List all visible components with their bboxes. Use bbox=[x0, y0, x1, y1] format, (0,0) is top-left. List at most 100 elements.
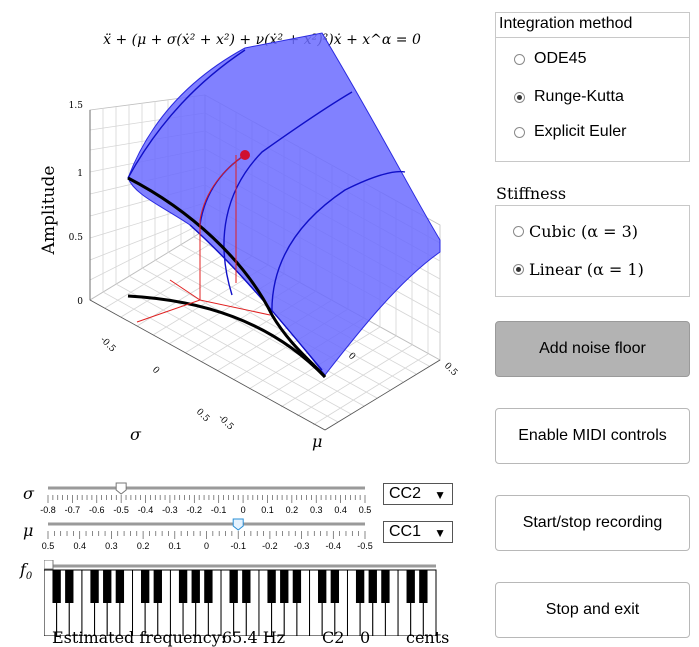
mu-cc-select[interactable]: CC1 ▼ bbox=[383, 521, 453, 543]
slider-thumb[interactable] bbox=[232, 518, 244, 531]
sigma-slider[interactable]: -0.8 -0.7 -0.6 -0.5 -0.4 -0.3 -0.2 -0.1 0 0.1 0.2 0… bbox=[40, 482, 375, 522]
stiffness-title: Stiffness bbox=[496, 184, 567, 203]
z-axis-label: Amplitude bbox=[39, 166, 59, 256]
radio-label: Linear (α = 1) bbox=[529, 260, 644, 279]
piano-black-key[interactable] bbox=[191, 570, 200, 603]
piano-black-key[interactable] bbox=[267, 570, 276, 603]
radio-button[interactable] bbox=[514, 91, 525, 103]
bifurcation-plot[interactable]: ẍ + (μ + σ(ẋ² + x²) + ν(ẋ² + x²)²)ẋ + x^… bbox=[0, 0, 480, 470]
piano-black-key[interactable] bbox=[330, 570, 340, 603]
estimated-note: C2 bbox=[322, 628, 345, 647]
slider-tick-label: -0.4 bbox=[138, 505, 154, 515]
sigma-cc-value: CC2 bbox=[389, 485, 422, 502]
sigma-cc-select[interactable]: CC2 ▼ bbox=[383, 483, 453, 505]
mu-axis-label: μ bbox=[312, 432, 322, 451]
chevron-down-icon: ▼ bbox=[434, 488, 446, 502]
slider-tick-label: 0.1 bbox=[169, 541, 182, 551]
piano-black-key[interactable] bbox=[65, 570, 74, 603]
slider-thumb[interactable] bbox=[115, 482, 127, 495]
z-tick: 0.5 bbox=[69, 233, 84, 243]
slider-tick-label: -0.8 bbox=[40, 505, 56, 515]
piano-black-key[interactable] bbox=[280, 570, 289, 603]
slider-tick-label: -0.2 bbox=[187, 505, 203, 515]
piano-black-key[interactable] bbox=[153, 570, 162, 603]
f0-subscript: 0 bbox=[25, 571, 33, 583]
slider-tick-label: 0.5 bbox=[42, 541, 55, 551]
radio-label: Cubic (α = 3) bbox=[529, 222, 638, 241]
slider-tick-label: -0.2 bbox=[262, 541, 278, 551]
piano-black-key[interactable] bbox=[115, 570, 125, 603]
piano-black-key[interactable] bbox=[103, 570, 112, 603]
piano-black-key[interactable] bbox=[229, 570, 238, 603]
piano-black-key[interactable] bbox=[52, 570, 61, 603]
add-noise-floor-button[interactable]: Add noise floor bbox=[495, 321, 690, 377]
piano-black-key[interactable] bbox=[204, 570, 213, 603]
slider-tick-label: -0.5 bbox=[357, 541, 373, 551]
mu-tick: -0.5 bbox=[216, 413, 236, 433]
radio-button[interactable] bbox=[513, 226, 524, 237]
piano-black-key[interactable] bbox=[381, 570, 390, 603]
piano-black-key[interactable] bbox=[355, 570, 365, 603]
f0-piano-keyboard[interactable] bbox=[44, 560, 440, 636]
piano-black-key[interactable] bbox=[419, 570, 428, 603]
radio-ode45[interactable]: ODE45 bbox=[514, 50, 586, 68]
sigma-tick-labels: -0.5 0 0.5 bbox=[98, 335, 211, 424]
piano-black-key[interactable] bbox=[90, 570, 99, 603]
piano-black-key[interactable] bbox=[242, 570, 251, 603]
slider-tick-label: 0.2 bbox=[286, 505, 299, 515]
chevron-down-icon: ▼ bbox=[434, 526, 446, 540]
estimated-frequency-label: Estimated frequency: bbox=[52, 628, 227, 647]
slider-tick-label: -0.4 bbox=[326, 541, 342, 551]
radio-linear[interactable]: Linear (α = 1) bbox=[513, 260, 644, 279]
slider-tick-label: -0.6 bbox=[89, 505, 105, 515]
slider-tick-label: -0.1 bbox=[211, 505, 227, 515]
radio-cubic[interactable]: Cubic (α = 3) bbox=[513, 222, 638, 241]
current-state-marker bbox=[240, 150, 250, 160]
slider-tick-label: -0.3 bbox=[294, 541, 310, 551]
z-tick: 1 bbox=[77, 169, 83, 179]
f0-slider-thumb[interactable] bbox=[44, 560, 54, 570]
piano-black-key[interactable] bbox=[140, 570, 150, 603]
radio-runge-kutta[interactable]: Runge-Kutta bbox=[514, 88, 624, 106]
enable-midi-controls-button[interactable]: Enable MIDI controls bbox=[495, 408, 690, 464]
slider-tick-label: 0.5 bbox=[359, 505, 372, 515]
radio-button[interactable] bbox=[514, 53, 525, 65]
estimated-cents-value: 0 bbox=[360, 628, 371, 647]
sigma-tick: 0.5 bbox=[194, 407, 211, 424]
mu-cc-value: CC1 bbox=[389, 523, 422, 540]
mu-slider-label: μ bbox=[23, 521, 34, 540]
slider-tick-label: 0 bbox=[241, 505, 246, 515]
mu-slider[interactable]: 0.5 0.4 0.3 0.2 0.1 0 -0.1 -0.2 -0.3 -0.4 -0.5 bbox=[40, 518, 375, 558]
stiffness-group bbox=[495, 205, 690, 297]
radio-button[interactable] bbox=[514, 126, 525, 138]
slider-tick-label: -0.3 bbox=[162, 505, 178, 515]
piano-black-key[interactable] bbox=[292, 570, 302, 603]
slider-tick-label: -0.5 bbox=[113, 505, 129, 515]
slider-tick-label: 0.2 bbox=[137, 541, 150, 551]
estimated-cents-label: cents bbox=[406, 628, 450, 647]
piano-black-key[interactable] bbox=[406, 570, 415, 603]
slider-tick-label: 0.4 bbox=[334, 505, 347, 515]
sigma-tick: 0 bbox=[150, 365, 161, 376]
stop-and-exit-button[interactable]: Stop and exit bbox=[495, 582, 690, 638]
slider-tick-label: -0.1 bbox=[230, 541, 246, 551]
slider-tick-label: 0.1 bbox=[261, 505, 274, 515]
piano-black-key[interactable] bbox=[318, 570, 327, 603]
radio-explicit-euler[interactable]: Explicit Euler bbox=[514, 123, 626, 141]
piano-black-key[interactable] bbox=[368, 570, 377, 603]
piano-black-key[interactable] bbox=[178, 570, 188, 603]
sigma-slider-label: σ bbox=[23, 484, 34, 503]
mu-tick: 0 bbox=[346, 351, 357, 362]
z-tick: 1.5 bbox=[69, 101, 84, 111]
integration-method-title: Integration method bbox=[499, 15, 633, 32]
f0-label: f0 bbox=[20, 560, 32, 582]
radio-button[interactable] bbox=[513, 264, 524, 275]
estimated-frequency-value: 65.4 Hz bbox=[222, 628, 286, 647]
radio-label: Runge-Kutta bbox=[534, 88, 624, 105]
start-stop-recording-button[interactable]: Start/stop recording bbox=[495, 495, 690, 551]
sigma-tick: -0.5 bbox=[98, 335, 118, 355]
sigma-axis-label: σ bbox=[130, 425, 142, 444]
bifurcation-curves bbox=[127, 176, 327, 379]
z-tick-labels: 1.5 1 0.5 0 bbox=[69, 101, 84, 307]
mu-tick: 0.5 bbox=[442, 361, 459, 378]
